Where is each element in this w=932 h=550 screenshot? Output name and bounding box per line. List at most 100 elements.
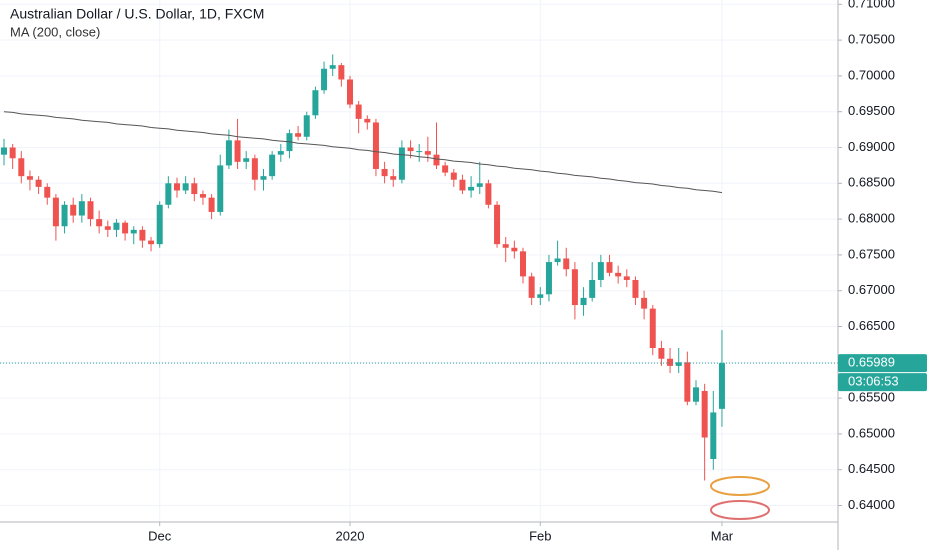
grid bbox=[0, 0, 838, 522]
y-tick-label: 0.70000 bbox=[848, 67, 895, 82]
candle-body bbox=[251, 158, 258, 180]
y-tick-label: 0.68500 bbox=[848, 175, 895, 190]
candle-body bbox=[606, 262, 613, 273]
candle-body bbox=[675, 362, 682, 366]
candle-body bbox=[9, 147, 16, 159]
moving-average-line bbox=[3, 111, 723, 194]
candle-body bbox=[459, 179, 466, 191]
candle-body bbox=[1, 147, 7, 155]
candle-body bbox=[44, 186, 51, 198]
candle-body bbox=[528, 276, 535, 298]
candle-body bbox=[139, 229, 146, 241]
candle-body bbox=[78, 201, 85, 216]
candle-body bbox=[312, 90, 319, 116]
candle-body bbox=[243, 158, 250, 162]
y-tick-label: 0.67000 bbox=[848, 282, 895, 297]
flag-icons bbox=[710, 476, 770, 520]
candle-body bbox=[355, 104, 362, 119]
y-tick-label: 0.64500 bbox=[848, 461, 895, 476]
y-tick-label: 0.69500 bbox=[848, 103, 895, 118]
candle-body bbox=[390, 176, 397, 180]
flag-icon bbox=[710, 500, 770, 520]
candle-body bbox=[494, 204, 501, 245]
candle-body bbox=[156, 204, 163, 245]
candle-body bbox=[485, 183, 492, 205]
x-tick-label: 2020 bbox=[336, 528, 365, 543]
candle-body bbox=[615, 272, 622, 277]
y-tick-label: 0.66500 bbox=[848, 318, 895, 333]
candle-body bbox=[520, 251, 526, 277]
candle-body bbox=[571, 269, 578, 306]
candle-body bbox=[433, 154, 440, 166]
candle-body bbox=[329, 65, 336, 69]
candle-body bbox=[372, 122, 379, 169]
candle-body bbox=[18, 158, 25, 177]
candle-body bbox=[174, 183, 180, 191]
candle-body bbox=[684, 362, 691, 402]
x-tick-label: Feb bbox=[529, 528, 551, 543]
y-tick-label: 0.71000 bbox=[848, 0, 895, 11]
candle-body bbox=[623, 276, 630, 280]
candle-body bbox=[649, 308, 656, 348]
chart-title: Australian Dollar / U.S. Dollar, 1D, FXC… bbox=[10, 6, 264, 22]
candle-body bbox=[701, 390, 708, 438]
candle-body bbox=[269, 154, 276, 177]
candle-body bbox=[442, 165, 449, 173]
candle-body bbox=[182, 183, 189, 191]
candle-body bbox=[710, 412, 717, 459]
candle-body bbox=[641, 297, 648, 309]
candle-body bbox=[87, 201, 94, 220]
candle-body bbox=[416, 151, 423, 153]
y-tick-label: 0.69000 bbox=[848, 139, 895, 154]
last-price-label: 0.65989 bbox=[848, 355, 895, 370]
candle-body bbox=[468, 186, 475, 191]
candle-body bbox=[199, 194, 206, 198]
y-tick-label: 0.67500 bbox=[848, 246, 895, 261]
candle-body bbox=[225, 140, 232, 166]
y-tick-label: 0.65500 bbox=[848, 390, 895, 405]
y-tick-label: 0.70500 bbox=[848, 32, 895, 47]
candle-body bbox=[234, 140, 241, 162]
candle-body bbox=[537, 294, 544, 298]
candle-body bbox=[398, 147, 405, 180]
candle-body bbox=[295, 133, 302, 137]
x-tick-label: Dec bbox=[148, 528, 172, 543]
candle-body bbox=[165, 183, 172, 205]
marks bbox=[0, 54, 838, 481]
candle-body bbox=[122, 222, 129, 234]
candle-body bbox=[476, 183, 483, 187]
x-tick-label: Mar bbox=[711, 528, 734, 543]
flag-icon bbox=[710, 476, 770, 496]
candle-body bbox=[70, 204, 77, 216]
candle-body bbox=[632, 279, 639, 298]
candle-body bbox=[260, 176, 267, 180]
candle-body bbox=[667, 358, 674, 366]
candle-body bbox=[424, 151, 431, 155]
candle-body bbox=[563, 258, 570, 270]
indicator-legend: MA (200, close) bbox=[10, 24, 100, 39]
candle-body bbox=[502, 244, 509, 248]
candle-body bbox=[277, 151, 284, 155]
candle-body bbox=[511, 247, 518, 252]
candle-body bbox=[450, 172, 457, 180]
candle-body bbox=[338, 65, 345, 80]
countdown-label: 03:06:53 bbox=[848, 374, 899, 389]
candle-body bbox=[364, 118, 371, 123]
candle-body bbox=[718, 363, 725, 409]
candle-body bbox=[303, 115, 310, 137]
candle-body bbox=[580, 297, 587, 306]
candle-body bbox=[191, 183, 198, 195]
candle-body bbox=[554, 258, 561, 263]
candle-body bbox=[381, 168, 388, 177]
candle-body bbox=[96, 219, 103, 227]
candle-body bbox=[407, 147, 414, 152]
candle-body bbox=[208, 197, 215, 212]
y-tick-label: 0.65000 bbox=[848, 425, 895, 440]
candle-body bbox=[693, 387, 699, 402]
candle-body bbox=[35, 179, 42, 187]
candle-body bbox=[113, 222, 120, 230]
candle-body bbox=[130, 229, 137, 234]
candle-body bbox=[347, 79, 353, 105]
